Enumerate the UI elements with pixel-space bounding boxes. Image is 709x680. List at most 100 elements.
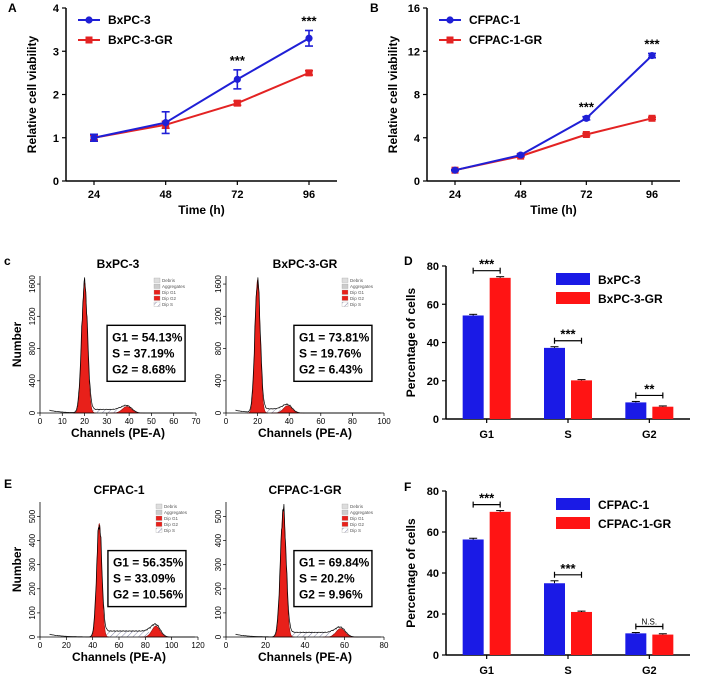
mini-legend-swatch [153, 301, 161, 307]
x-tick-label: G1 [479, 429, 494, 441]
g1-peak [272, 508, 295, 638]
x-tick-label: 80 [348, 417, 357, 426]
g1-peak [89, 522, 110, 638]
x-tick-label: 96 [646, 189, 658, 201]
y-tick-label: 0 [433, 650, 439, 662]
g2-percentage: G2 = 6.43% [299, 362, 363, 376]
bar [652, 406, 674, 419]
data-point [233, 75, 241, 83]
y-tick-label: 100 [28, 606, 37, 620]
y-tick-label: 100 [214, 606, 223, 620]
s-phase-area [283, 632, 341, 637]
y-tick-label: 500 [28, 509, 37, 523]
y-tick-label: 20 [427, 609, 439, 621]
x-axis-title: Channels (PE-A) [71, 426, 165, 440]
flow-histogram-cfpac1: 0 100 200 300 400 500 0 20 40 60 80 100 120 Channels … [10, 483, 205, 664]
y-tick-label: 4 [53, 3, 60, 15]
x-tick-label: 0 [224, 417, 229, 426]
legend-marker [446, 16, 454, 24]
y-tick-label: 1200 [214, 307, 223, 325]
legend-marker [85, 16, 93, 24]
bar [462, 315, 484, 419]
histogram-title: CFPAC-1 [93, 483, 144, 497]
series-line-1 [454, 54, 653, 172]
legend-label: BxPC-3-GR [598, 292, 663, 306]
x-axis-title: Time (h) [530, 203, 576, 217]
panel-letter-e: E [4, 477, 12, 491]
mini-legend-swatch [341, 277, 349, 283]
mini-legend-swatch [341, 289, 349, 295]
y-tick-label: 800 [28, 341, 37, 355]
bar [571, 611, 592, 655]
mini-legend-swatch [155, 515, 163, 521]
s-phase-area [99, 631, 156, 637]
bar [544, 347, 565, 419]
s-percentage: S = 33.09% [113, 572, 176, 586]
x-tick-label: G2 [642, 665, 657, 677]
legend-label: BxPC-3 [598, 273, 641, 287]
y-tick-label: 60 [427, 527, 439, 539]
x-tick-label: 40 [285, 417, 294, 426]
significance-label: *** [644, 36, 660, 51]
mini-legend-label: Dip S [350, 528, 361, 533]
x-axis-title: Channels (PE-A) [258, 650, 352, 664]
mini-legend-label: Dip G2 [164, 522, 179, 527]
bar [462, 539, 484, 655]
mini-legend-swatch [341, 295, 349, 301]
x-tick-label: 24 [88, 189, 101, 201]
series-line-2 [93, 71, 310, 139]
g1-percentage: G1 = 54.13% [112, 330, 183, 344]
bar [625, 402, 647, 419]
mini-legend-swatch [153, 289, 161, 295]
series-line-1 [93, 37, 310, 139]
stats-box [107, 549, 187, 608]
y-tick-label: 300 [28, 557, 37, 571]
legend-label: BxPC-3-GR [108, 33, 173, 47]
y-tick-label: 400 [28, 533, 37, 547]
chart-f: 0 20 40 60 80 Percentage of cells G1 *** S *** G2 N… [404, 486, 690, 677]
mini-legend-label: Dip S [164, 528, 175, 533]
data-point [582, 114, 590, 122]
panel-letter-b: B [370, 1, 379, 15]
y-tick-label: 0 [53, 176, 59, 188]
flow-histogram-bxpc3: 0 400 800 1200 1600 0 10 20 30 40 50 60 70 Channels (… [10, 257, 201, 440]
g1-percentage: G1 = 73.81% [299, 330, 370, 344]
mini-legend-label: Debris [162, 278, 176, 283]
y-tick-label: 16 [408, 3, 420, 15]
legend-label: CFPAC-1-GR [598, 517, 671, 531]
y-tick-label: 0 [214, 410, 223, 415]
x-tick-label: 96 [303, 189, 315, 201]
bar [571, 380, 592, 419]
bar [489, 277, 511, 419]
x-tick-label: 20 [253, 417, 262, 426]
y-tick-label: 300 [214, 557, 223, 571]
mini-legend-label: Dip S [350, 302, 361, 307]
y-tick-label: 0 [214, 634, 223, 639]
significance-label: ** [644, 381, 655, 396]
chart-d: 0 20 40 60 80 Percentage of cells G1 *** S *** G2 *… [404, 257, 690, 441]
legend-marker [446, 36, 454, 44]
x-tick-label: 72 [580, 189, 592, 201]
x-tick-label: 0 [38, 641, 43, 650]
mini-legend-label: Aggregates [162, 284, 186, 289]
y-tick-label: 200 [28, 582, 37, 596]
y-axis-title: Relative cell viability [386, 35, 400, 153]
panel-letter-f: F [404, 480, 411, 494]
bar [544, 583, 565, 655]
x-tick-label: G2 [642, 429, 657, 441]
y-axis-title: Percentage of cells [404, 518, 418, 628]
g1-peak [73, 281, 96, 414]
x-tick-label: 48 [160, 189, 172, 201]
data-point [233, 99, 241, 107]
legend-label: CFPAC-1 [598, 498, 649, 512]
mini-legend-swatch [153, 283, 161, 289]
legend-label: CFPAC-1-GR [469, 33, 542, 47]
y-tick-label: 40 [427, 338, 439, 350]
x-axis-title: Channels (PE-A) [72, 650, 166, 664]
mini-legend-swatch [341, 509, 349, 515]
histogram-title: CFPAC-1-GR [268, 483, 341, 497]
g2-percentage: G2 = 8.68% [112, 362, 176, 376]
mini-legend-swatch [341, 283, 349, 289]
s-phase-area [84, 409, 127, 413]
histogram-title: BxPC-3 [97, 257, 140, 271]
